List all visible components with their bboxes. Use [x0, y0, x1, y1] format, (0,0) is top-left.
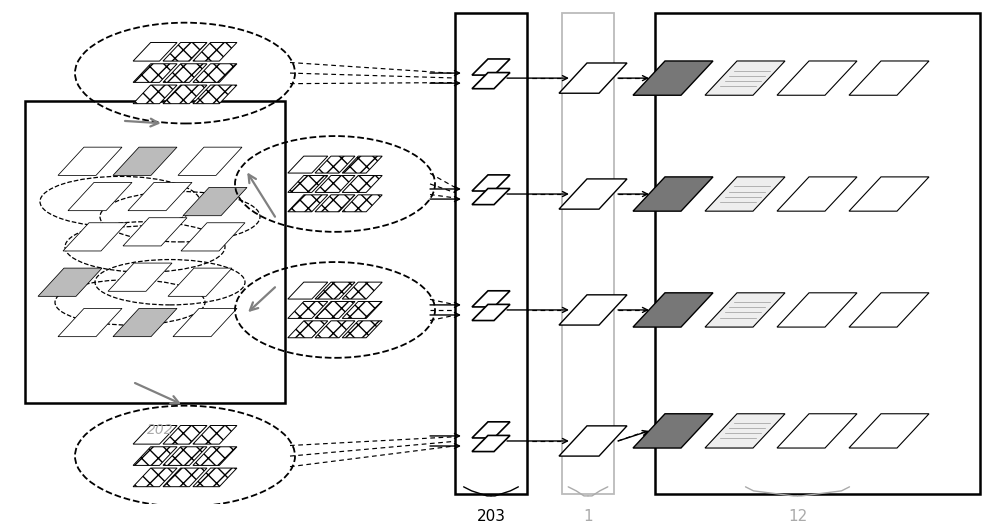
Polygon shape	[128, 183, 192, 211]
Polygon shape	[633, 177, 713, 211]
Polygon shape	[58, 147, 122, 175]
Polygon shape	[183, 187, 247, 215]
Polygon shape	[133, 426, 177, 444]
Polygon shape	[342, 156, 382, 173]
Polygon shape	[68, 183, 132, 211]
Polygon shape	[559, 426, 627, 456]
Polygon shape	[849, 293, 929, 327]
Polygon shape	[288, 156, 328, 173]
Polygon shape	[315, 156, 355, 173]
Polygon shape	[342, 195, 382, 212]
Polygon shape	[193, 468, 237, 487]
Polygon shape	[288, 195, 328, 212]
Polygon shape	[288, 321, 328, 338]
Polygon shape	[163, 468, 207, 487]
Polygon shape	[633, 61, 713, 95]
Text: 203: 203	[477, 509, 506, 523]
Polygon shape	[777, 177, 857, 211]
Polygon shape	[315, 176, 355, 192]
Polygon shape	[849, 177, 929, 211]
FancyBboxPatch shape	[25, 101, 285, 403]
Polygon shape	[288, 282, 328, 299]
Polygon shape	[633, 293, 713, 327]
FancyBboxPatch shape	[455, 13, 527, 494]
Polygon shape	[777, 61, 857, 95]
Polygon shape	[193, 42, 237, 61]
Polygon shape	[193, 85, 237, 104]
Polygon shape	[472, 73, 510, 89]
Polygon shape	[133, 468, 177, 487]
Polygon shape	[108, 263, 172, 291]
FancyBboxPatch shape	[655, 13, 980, 494]
Polygon shape	[288, 176, 328, 192]
Polygon shape	[849, 414, 929, 448]
Polygon shape	[178, 147, 242, 175]
Polygon shape	[163, 426, 207, 444]
Polygon shape	[133, 64, 177, 83]
Polygon shape	[472, 304, 510, 321]
Polygon shape	[163, 42, 207, 61]
Polygon shape	[472, 188, 510, 204]
Polygon shape	[559, 63, 627, 93]
Polygon shape	[193, 64, 237, 83]
Polygon shape	[472, 436, 510, 451]
Polygon shape	[705, 293, 785, 327]
Polygon shape	[705, 414, 785, 448]
Text: 12: 12	[788, 509, 807, 523]
Polygon shape	[342, 176, 382, 192]
Polygon shape	[315, 195, 355, 212]
Polygon shape	[63, 223, 127, 251]
Polygon shape	[58, 309, 122, 337]
Polygon shape	[163, 447, 207, 465]
Polygon shape	[193, 447, 237, 465]
Polygon shape	[315, 282, 355, 299]
Polygon shape	[342, 321, 382, 338]
Polygon shape	[633, 414, 713, 448]
Polygon shape	[472, 291, 510, 307]
Text: 202: 202	[147, 423, 173, 437]
Polygon shape	[849, 61, 929, 95]
Polygon shape	[342, 282, 382, 299]
Polygon shape	[163, 64, 207, 83]
Polygon shape	[123, 218, 187, 246]
Polygon shape	[173, 309, 237, 337]
Polygon shape	[113, 309, 177, 337]
Polygon shape	[193, 426, 237, 444]
FancyBboxPatch shape	[562, 13, 614, 494]
Polygon shape	[315, 301, 355, 319]
Polygon shape	[777, 293, 857, 327]
Polygon shape	[113, 147, 177, 175]
Polygon shape	[705, 177, 785, 211]
Polygon shape	[472, 422, 510, 438]
Polygon shape	[342, 301, 382, 319]
Polygon shape	[168, 268, 232, 297]
Polygon shape	[133, 42, 177, 61]
Polygon shape	[472, 175, 510, 191]
Polygon shape	[288, 301, 328, 319]
Polygon shape	[133, 447, 177, 465]
Polygon shape	[181, 223, 245, 251]
Polygon shape	[38, 268, 102, 297]
Polygon shape	[133, 85, 177, 104]
Text: 1: 1	[583, 509, 593, 523]
Polygon shape	[163, 85, 207, 104]
Polygon shape	[705, 61, 785, 95]
Polygon shape	[559, 295, 627, 325]
Polygon shape	[559, 179, 627, 209]
Polygon shape	[315, 321, 355, 338]
Polygon shape	[472, 59, 510, 75]
Polygon shape	[777, 414, 857, 448]
